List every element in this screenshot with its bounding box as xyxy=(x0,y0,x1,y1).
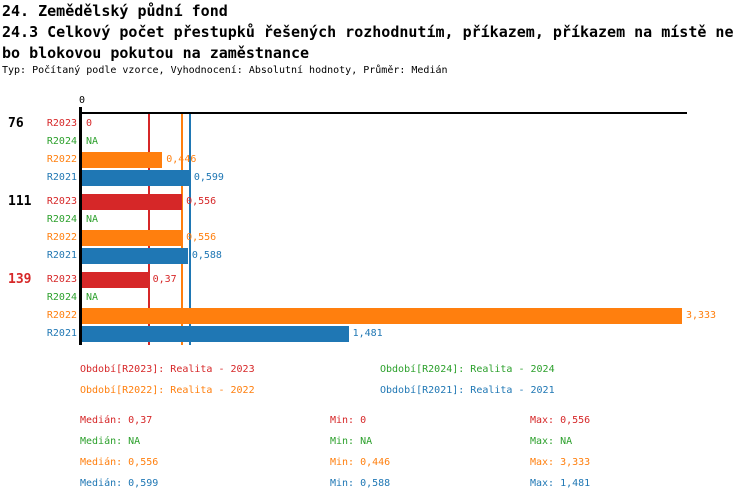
median-line-r2021 xyxy=(188,114,191,345)
series-label-r2021: R2021 xyxy=(46,172,77,183)
series-label-r2021: R2021 xyxy=(46,250,77,261)
bar-r2023 xyxy=(82,272,149,288)
series-label-r2023: R2023 xyxy=(46,274,77,285)
report-title-line2: 24.3 Celkový počet přestupků řešených ro… xyxy=(2,23,734,41)
value-label-r2023: 0,556 xyxy=(186,196,217,207)
value-label-r2024: NA xyxy=(86,214,99,225)
stat-max-r2023: Max: 0,556 xyxy=(530,415,591,426)
stat-median-r2022: Medián: 0,556 xyxy=(80,457,159,468)
value-label-r2021: 0,599 xyxy=(193,172,224,183)
stat-min-r2021: Min: 0,588 xyxy=(330,478,391,489)
series-label-r2021: R2021 xyxy=(46,328,77,339)
bar-r2021 xyxy=(82,248,188,264)
bar-r2022 xyxy=(82,308,682,324)
median-line-r2022 xyxy=(181,114,184,345)
report-title-line3: bo blokovou pokutou na zaměstnance xyxy=(2,44,310,62)
y-axis-line xyxy=(79,107,82,345)
value-label-r2021: 1,481 xyxy=(352,328,383,339)
series-label-r2023: R2023 xyxy=(46,118,77,129)
value-label-r2023: 0 xyxy=(86,118,93,129)
series-label-r2024: R2024 xyxy=(46,214,77,225)
stat-max-r2024: Max: NA xyxy=(530,436,573,447)
report-title-line1: 24. Zemědělský půdní fond xyxy=(2,2,228,20)
value-label-r2022: 0,556 xyxy=(186,232,217,243)
series-label-r2022: R2022 xyxy=(46,232,77,243)
value-label-r2023: 0,37 xyxy=(152,274,177,285)
series-label-r2023: R2023 xyxy=(46,196,77,207)
series-label-r2022: R2022 xyxy=(46,310,77,321)
stat-max-r2022: Max: 3,333 xyxy=(530,457,591,468)
stat-median-r2021: Medián: 0,599 xyxy=(80,478,159,489)
stat-median-r2023: Medián: 0,37 xyxy=(80,415,153,426)
median-line-r2023 xyxy=(147,114,150,345)
bar-r2022 xyxy=(82,152,163,168)
bar-r2021 xyxy=(82,326,349,342)
group-label-111: 111 xyxy=(8,194,32,209)
stat-median-r2024: Medián: NA xyxy=(80,436,141,447)
stat-max-r2021: Max: 1,481 xyxy=(530,478,591,489)
x-axis-top-line xyxy=(79,112,687,114)
value-label-r2024: NA xyxy=(86,136,99,147)
group-label-76: 76 xyxy=(8,116,24,131)
legend-item-r2021: Období[R2021]: Realita - 2021 xyxy=(380,385,555,396)
stat-min-r2022: Min: 0,446 xyxy=(330,457,391,468)
legend-item-r2024: Období[R2024]: Realita - 2024 xyxy=(380,364,555,375)
group-label-139: 139 xyxy=(8,272,32,287)
bar-r2022 xyxy=(82,230,183,246)
value-label-r2022: 3,333 xyxy=(685,310,717,321)
x-axis-zero-tick-label: 0 xyxy=(78,95,86,106)
series-label-r2022: R2022 xyxy=(46,154,77,165)
value-label-r2022: 0,446 xyxy=(166,154,197,165)
bar-r2023 xyxy=(82,194,183,210)
value-label-r2021: 0,588 xyxy=(191,250,222,261)
stat-min-r2024: Min: NA xyxy=(330,436,373,447)
legend-item-r2022: Období[R2022]: Realita - 2022 xyxy=(80,385,255,396)
series-label-r2024: R2024 xyxy=(46,292,77,303)
series-label-r2024: R2024 xyxy=(46,136,77,147)
bar-r2021 xyxy=(82,170,190,186)
legend-item-r2023: Období[R2023]: Realita - 2023 xyxy=(80,364,255,375)
report-meta-line: Typ: Počítaný podle vzorce, Vyhodnocení:… xyxy=(2,65,448,76)
stat-min-r2023: Min: 0 xyxy=(330,415,367,426)
value-label-r2024: NA xyxy=(86,292,99,303)
